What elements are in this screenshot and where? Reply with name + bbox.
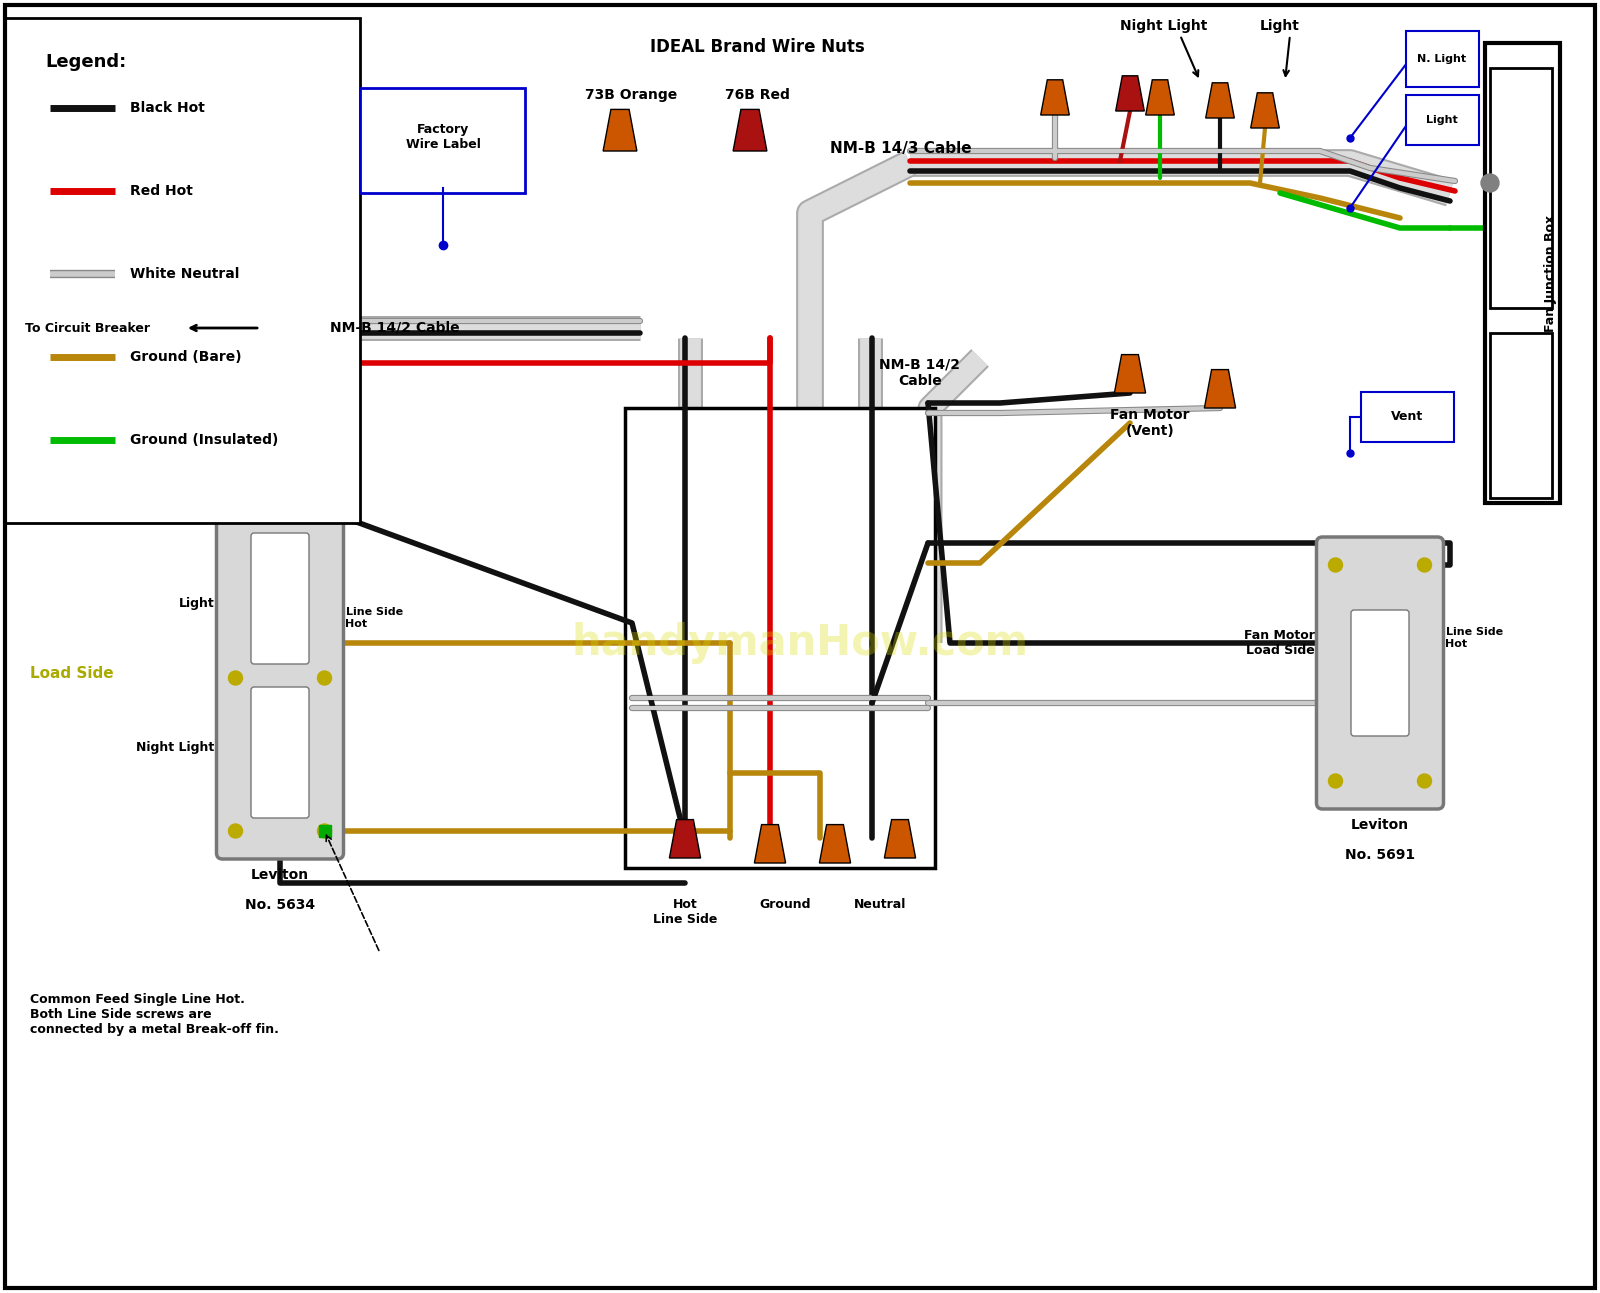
FancyBboxPatch shape — [216, 487, 344, 859]
Polygon shape — [1251, 93, 1280, 128]
Text: 76B Red: 76B Red — [725, 88, 790, 102]
Text: Fan Motor
Load Side: Fan Motor Load Side — [1243, 628, 1315, 657]
Text: Neutral: Neutral — [854, 899, 906, 912]
Circle shape — [229, 824, 243, 838]
Polygon shape — [885, 820, 915, 859]
Text: Hot
Line Side: Hot Line Side — [653, 899, 717, 926]
Circle shape — [317, 824, 331, 838]
FancyBboxPatch shape — [1406, 94, 1478, 145]
Text: 73B Orange: 73B Orange — [586, 88, 677, 102]
Polygon shape — [1205, 370, 1235, 409]
FancyBboxPatch shape — [5, 18, 360, 522]
Circle shape — [1328, 559, 1342, 572]
Text: NM-B 14/2 Cable: NM-B 14/2 Cable — [330, 321, 459, 335]
Text: Red Hot: Red Hot — [130, 184, 194, 198]
Text: Leviton: Leviton — [251, 868, 309, 882]
Text: Fan Motor
(Vent): Fan Motor (Vent) — [1110, 409, 1190, 438]
Polygon shape — [1115, 76, 1144, 111]
Text: No. 5634: No. 5634 — [245, 899, 315, 912]
Polygon shape — [669, 820, 701, 859]
Text: Line Side
Hot: Line Side Hot — [1445, 627, 1502, 649]
Text: NM-B 14/2
Cable: NM-B 14/2 Cable — [880, 358, 960, 388]
Text: Light: Light — [1261, 19, 1299, 34]
Polygon shape — [603, 110, 637, 151]
Circle shape — [1482, 175, 1499, 191]
Text: White Neutral: White Neutral — [130, 266, 240, 281]
Text: Light: Light — [179, 596, 214, 609]
Circle shape — [1418, 559, 1432, 572]
Text: Ground: Ground — [760, 899, 811, 912]
Polygon shape — [1040, 80, 1069, 115]
Text: Fan Junction Box: Fan Junction Box — [1544, 215, 1557, 331]
Polygon shape — [733, 110, 766, 151]
FancyBboxPatch shape — [626, 409, 934, 868]
Circle shape — [229, 671, 243, 685]
Circle shape — [1328, 775, 1342, 787]
Text: IDEAL Brand Wire Nuts: IDEAL Brand Wire Nuts — [650, 37, 864, 56]
FancyBboxPatch shape — [1406, 31, 1478, 87]
Circle shape — [317, 508, 331, 522]
FancyBboxPatch shape — [251, 533, 309, 665]
Text: N. Light: N. Light — [1418, 54, 1467, 63]
Text: Load Side: Load Side — [30, 666, 114, 680]
Circle shape — [1418, 775, 1432, 787]
FancyBboxPatch shape — [1490, 334, 1552, 498]
FancyBboxPatch shape — [1485, 43, 1560, 503]
Text: Ground (Insulated): Ground (Insulated) — [130, 433, 278, 447]
Text: Legend:: Legend: — [45, 53, 126, 71]
FancyBboxPatch shape — [1490, 69, 1552, 308]
Polygon shape — [755, 825, 786, 862]
Text: No. 5691: No. 5691 — [1346, 848, 1414, 862]
Polygon shape — [1146, 80, 1174, 115]
Text: Vent: Vent — [1390, 410, 1422, 424]
FancyBboxPatch shape — [1350, 610, 1410, 736]
FancyBboxPatch shape — [251, 687, 309, 818]
Text: Common Feed Single Line Hot.
Both Line Side screws are
connected by a metal Brea: Common Feed Single Line Hot. Both Line S… — [30, 993, 278, 1036]
FancyBboxPatch shape — [1317, 537, 1443, 809]
Text: handymanHow.com: handymanHow.com — [571, 622, 1029, 665]
Text: Night Light: Night Light — [136, 741, 214, 755]
Text: To Circuit Breaker: To Circuit Breaker — [26, 322, 150, 335]
Polygon shape — [1206, 83, 1234, 118]
Polygon shape — [819, 825, 851, 862]
Text: Black Hot: Black Hot — [130, 101, 205, 115]
Text: Ground (Bare): Ground (Bare) — [130, 350, 242, 365]
FancyBboxPatch shape — [1362, 392, 1454, 442]
FancyBboxPatch shape — [360, 88, 525, 193]
Text: Night Light: Night Light — [1120, 19, 1208, 34]
Circle shape — [317, 671, 331, 685]
Text: Leviton: Leviton — [1350, 818, 1410, 831]
Text: NM-B 14/3 Cable: NM-B 14/3 Cable — [830, 141, 971, 156]
Text: Light: Light — [1426, 115, 1458, 125]
Circle shape — [229, 508, 243, 522]
Polygon shape — [1115, 354, 1146, 393]
Text: Factory
Wire Label: Factory Wire Label — [405, 123, 480, 151]
Text: Line Side
Hot: Line Side Hot — [346, 608, 403, 628]
